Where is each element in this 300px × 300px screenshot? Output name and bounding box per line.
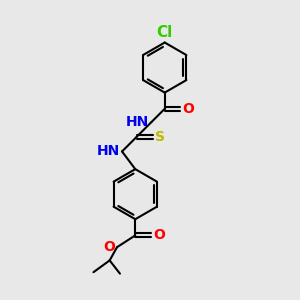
- Text: HN: HN: [96, 145, 120, 158]
- Text: O: O: [182, 102, 194, 116]
- Text: S: S: [155, 130, 165, 144]
- Text: Cl: Cl: [157, 25, 173, 40]
- Text: HN: HN: [126, 115, 149, 129]
- Text: O: O: [103, 240, 115, 254]
- Text: O: O: [153, 228, 165, 242]
